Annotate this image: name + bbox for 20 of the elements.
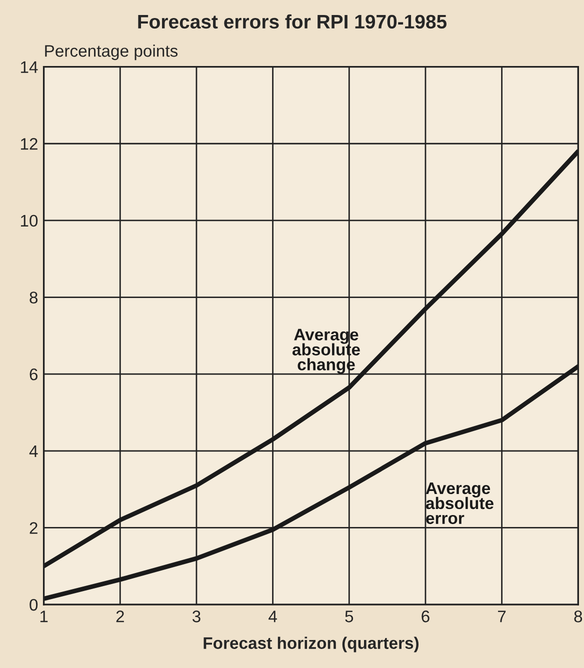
y-tick-label: 4: [29, 445, 38, 457]
y-tick-label: 8: [30, 292, 38, 304]
x-axis-title: Forecast horizon (quarters): [204, 636, 419, 652]
x-tick-label: 7: [498, 610, 506, 622]
x-tick-label: 5: [345, 610, 354, 622]
y-tick-label: 14: [20, 61, 38, 73]
y-tick-label: 10: [20, 214, 38, 227]
y-tick-label: 2: [30, 522, 38, 534]
chart-title: Forecast errors for RPI 1970-1985: [138, 14, 447, 29]
x-tick-label: 3: [192, 610, 200, 622]
y-tick-label: 12: [20, 138, 38, 150]
y-axis-title: Percentage points: [45, 44, 178, 60]
x-tick-label: 8: [574, 610, 582, 622]
x-tick-label: 1: [40, 610, 48, 622]
x-tick-label: 6: [422, 610, 430, 622]
text: Average absolute error: [426, 482, 494, 524]
x-tick-label: 4: [268, 610, 277, 622]
x-tick-label: 2: [116, 610, 124, 622]
y-tick-label: 0: [30, 598, 38, 611]
y-tick-label: 6: [30, 368, 38, 380]
